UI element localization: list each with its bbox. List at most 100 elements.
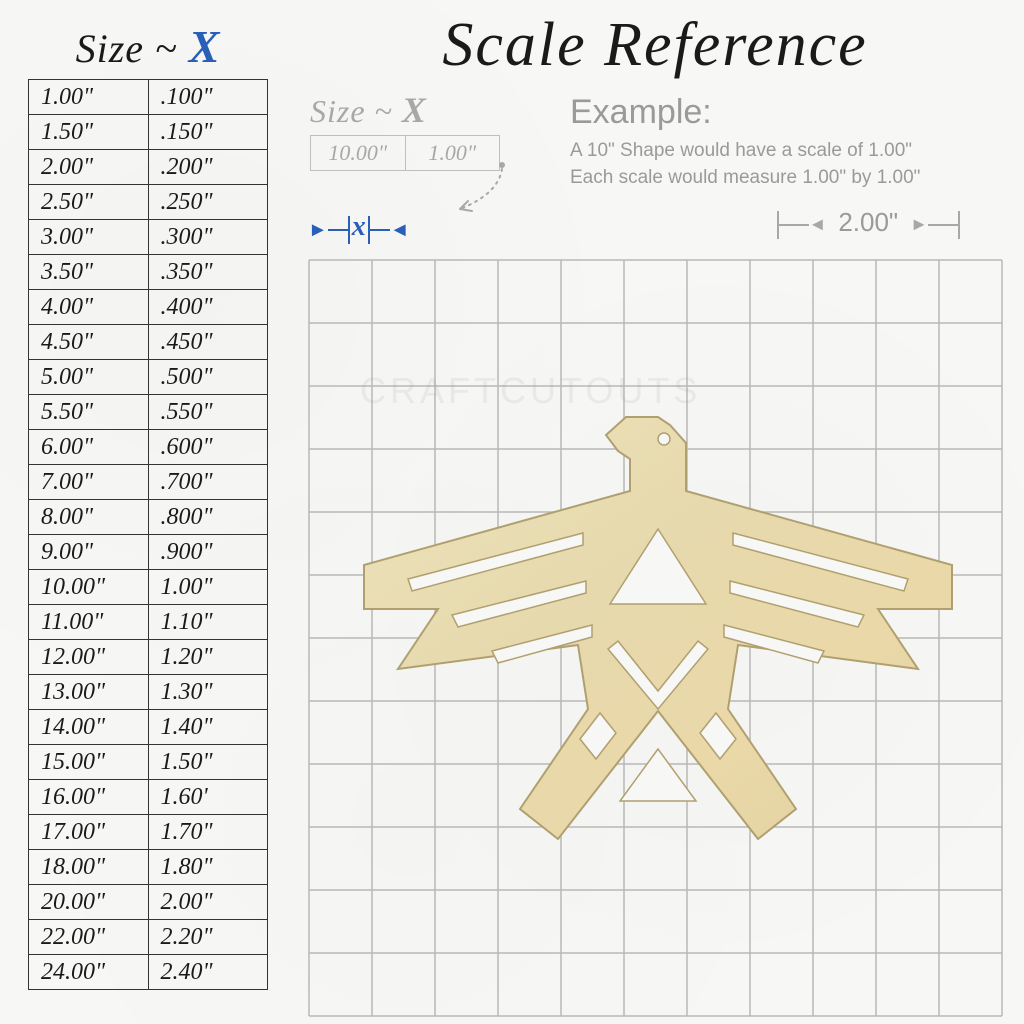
table-row: 13.00"1.30" — [29, 675, 268, 710]
x-cell: .800" — [148, 500, 268, 535]
table-row: 2.00".200" — [29, 150, 268, 185]
x-cell: .300" — [148, 220, 268, 255]
x-cell: 2.00" — [148, 885, 268, 920]
x-cell: 2.20" — [148, 920, 268, 955]
example-row: Size ~ X 10.00" 1.00" Example: A 10" Sha… — [300, 89, 1010, 191]
table-row: 6.00".600" — [29, 430, 268, 465]
reference-panel: Scale Reference Size ~ X 10.00" 1.00" Ex… — [300, 10, 1010, 1015]
x-cell: 1.30" — [148, 675, 268, 710]
x-cell: 1.40" — [148, 710, 268, 745]
x-cell: .200" — [148, 150, 268, 185]
table-row: 22.00"2.20" — [29, 920, 268, 955]
table-row: 2.50".250" — [29, 185, 268, 220]
x-cell: .250" — [148, 185, 268, 220]
arrow-left-icon: ◄ — [809, 214, 827, 235]
table-row: 14.00"1.40" — [29, 710, 268, 745]
table-row: 1.00".100" — [29, 80, 268, 115]
table-row: 4.00".400" — [29, 290, 268, 325]
x-cell: .900" — [148, 535, 268, 570]
x-cell: 1.00" — [148, 570, 268, 605]
size-table-title-x: X — [189, 21, 221, 72]
x-scale-indicator: ► x ◄ — [308, 211, 410, 249]
size-cell: 1.50" — [29, 115, 149, 150]
x-cell: .400" — [148, 290, 268, 325]
x-cell: 1.20" — [148, 640, 268, 675]
size-cell: 24.00" — [29, 955, 149, 990]
arrow-right-icon: ► — [910, 214, 928, 235]
x-cell: 1.80" — [148, 850, 268, 885]
size-table: 1.00".100"1.50".150"2.00".200"2.50".250"… — [28, 79, 268, 990]
size-cell: 12.00" — [29, 640, 149, 675]
size-cell: 2.50" — [29, 185, 149, 220]
size-cell: 9.00" — [29, 535, 149, 570]
table-row: 20.00"2.00" — [29, 885, 268, 920]
size-cell: 2.00" — [29, 150, 149, 185]
table-row: 5.00".500" — [29, 360, 268, 395]
size-cell: 4.00" — [29, 290, 149, 325]
x-cell: .550" — [148, 395, 268, 430]
size-cell: 5.00" — [29, 360, 149, 395]
table-row: 12.00"1.20" — [29, 640, 268, 675]
x-cell: .450" — [148, 325, 268, 360]
size-cell: 13.00" — [29, 675, 149, 710]
page-title: Scale Reference — [300, 10, 1010, 81]
x-cell: 2.40" — [148, 955, 268, 990]
size-cell: 3.00" — [29, 220, 149, 255]
table-row: 4.50".450" — [29, 325, 268, 360]
arrow-left-icon: ◄ — [390, 219, 410, 242]
table-row: 18.00"1.80" — [29, 850, 268, 885]
size-cell: 1.00" — [29, 80, 149, 115]
example-heading: Example: — [570, 93, 920, 132]
x-cell: 1.10" — [148, 605, 268, 640]
x-cell: .600" — [148, 430, 268, 465]
mini-size-value: 10.00" — [311, 136, 406, 170]
table-row: 7.00".700" — [29, 465, 268, 500]
grid-area — [308, 259, 1001, 1015]
arrow-right-icon: ► — [308, 219, 328, 242]
table-row: 17.00"1.70" — [29, 815, 268, 850]
size-cell: 15.00" — [29, 745, 149, 780]
dotted-pointer-icon — [450, 159, 530, 239]
grid-scale-indicator: ◄ 2.00" ► — [777, 207, 961, 242]
size-table-panel: Size ~ X 1.00".100"1.50".150"2.00".200"2… — [28, 20, 268, 990]
size-cell: 3.50" — [29, 255, 149, 290]
scale-indicator-label: 2.00" — [838, 207, 898, 242]
size-cell: 18.00" — [29, 850, 149, 885]
x-indicator-label: x — [352, 211, 366, 249]
table-row: 1.50".150" — [29, 115, 268, 150]
size-table-title-prefix: Size ~ — [76, 26, 189, 71]
x-cell: 1.50" — [148, 745, 268, 780]
mini-size-title: Size ~ X — [310, 89, 530, 131]
table-row: 5.50".550" — [29, 395, 268, 430]
example-text-block: Example: A 10" Shape would have a scale … — [570, 93, 920, 191]
size-cell: 14.00" — [29, 710, 149, 745]
size-cell: 10.00" — [29, 570, 149, 605]
x-cell: .100" — [148, 80, 268, 115]
example-line-2: Each scale would measure 1.00" by 1.00" — [570, 165, 920, 192]
x-cell: 1.60' — [148, 780, 268, 815]
size-cell: 20.00" — [29, 885, 149, 920]
table-row: 8.00".800" — [29, 500, 268, 535]
size-cell: 5.50" — [29, 395, 149, 430]
size-cell: 4.50" — [29, 325, 149, 360]
size-cell: 7.00" — [29, 465, 149, 500]
example-line-1: A 10" Shape would have a scale of 1.00" — [570, 138, 920, 165]
x-cell: 1.70" — [148, 815, 268, 850]
size-table-title: Size ~ X — [28, 20, 268, 73]
table-row: 15.00"1.50" — [29, 745, 268, 780]
table-row: 9.00".900" — [29, 535, 268, 570]
size-cell: 22.00" — [29, 920, 149, 955]
size-cell: 11.00" — [29, 605, 149, 640]
table-row: 24.00"2.40" — [29, 955, 268, 990]
x-cell: .700" — [148, 465, 268, 500]
table-row: 11.00"1.10" — [29, 605, 268, 640]
table-row: 3.00".300" — [29, 220, 268, 255]
x-cell: .150" — [148, 115, 268, 150]
x-cell: .500" — [148, 360, 268, 395]
table-row: 3.50".350" — [29, 255, 268, 290]
x-cell: .350" — [148, 255, 268, 290]
indicator-row: ► x ◄ ◄ 2.00" ► — [300, 199, 1010, 259]
size-cell: 16.00" — [29, 780, 149, 815]
size-cell: 17.00" — [29, 815, 149, 850]
size-cell: 8.00" — [29, 500, 149, 535]
